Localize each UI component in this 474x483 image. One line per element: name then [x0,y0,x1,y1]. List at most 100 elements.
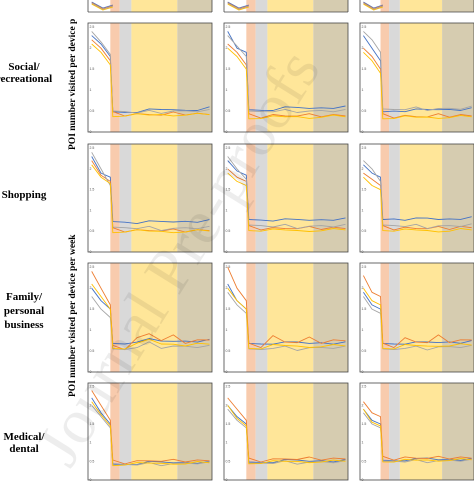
phase-band [267,23,314,132]
panel-frame [359,143,474,253]
phase-band [380,383,390,480]
chart-panel: 2.521.510.50 [223,262,349,374]
y-tick-label: 0.5 [90,109,95,113]
y-axis-label-bottom: POI number visited per device per week [68,234,78,397]
series-line-fragment [227,2,249,10]
series-line [91,390,210,465]
panel-frame [223,382,349,481]
phase-band [255,0,268,12]
y-axis-label-top: POI number visited per device p [68,19,78,150]
phase-band [313,144,348,252]
panel-frame [359,262,474,373]
series-line [227,292,346,351]
y-tick-label: 1.5 [226,307,231,311]
y-tick-label: 1 [362,328,364,332]
phase-band [131,383,178,480]
phase-band [399,263,443,372]
phase-band [380,0,390,12]
y-tick-label: 0.5 [362,109,367,113]
y-tick-label: 1 [226,208,228,212]
phase-band [119,0,132,12]
row-labels: Social/recreational Shopping Family/person… [0,61,52,455]
phase-band [380,263,390,372]
y-tick-label: 1.5 [362,422,367,426]
series-line [91,43,210,118]
phase-band [246,144,256,252]
phase-band [442,263,474,372]
phase-band [246,263,256,372]
panel-frame [87,143,213,253]
series-line [91,401,210,467]
panel-frame [359,22,474,133]
y-tick-label: 0.5 [226,459,231,463]
series-line [363,47,472,119]
row-label-line: personal [4,305,44,317]
phase-band [177,0,212,12]
phase-band [110,263,120,372]
y-tick-label: 1 [90,328,92,332]
series-line-fragment [363,3,383,10]
phase-band [399,0,443,12]
y-tick-label: 1 [362,441,364,445]
chart-panel: 2.521.510.50 [223,143,349,254]
series-line [227,47,346,120]
y-tick-label: 1 [90,441,92,445]
y-tick-label: 1.5 [362,67,367,71]
y-tick-label: 0.5 [226,109,231,113]
cropped-panel-top [223,0,349,13]
phase-band [399,144,443,252]
series-line [227,267,346,349]
phase-band [399,383,443,480]
series-line [227,168,346,231]
y-tick-label: 1.5 [90,422,95,426]
series-line [227,156,346,230]
chart-panel: 2.521.510.50 [223,22,349,134]
panel-frame [87,22,213,133]
series-line [91,164,210,234]
phase-band [399,23,443,132]
series-line [91,35,210,113]
chart-panel: 2.521.510.50 [87,382,213,482]
series-line [363,287,472,350]
y-tick-label: 2.5 [226,146,231,150]
phase-band [267,0,314,12]
series-line [363,51,472,120]
y-tick-label: 2 [90,167,92,171]
y-tick-label: 2 [90,403,92,407]
y-tick-label: 2.5 [362,146,367,150]
series-line-fragment [91,2,113,10]
panel-grid: 2.521.510.502.521.510.502.521.510.502.52… [87,0,474,482]
phase-band [389,144,400,252]
phase-band [389,0,400,12]
series-line [227,287,346,350]
chart-panel: 2.521.510.50 [87,262,213,374]
row-label-line: Family/ [6,291,43,303]
panel-frame [223,22,349,133]
phase-band [110,383,120,480]
y-tick-label: 1.5 [362,307,367,311]
y-tick-label: 1.5 [362,188,367,192]
cropped-panel-top [359,0,474,13]
y-tick-label: 1.5 [226,67,231,71]
y-tick-label: 1 [226,441,228,445]
phase-band [119,383,132,480]
y-tick-label: 2.5 [90,25,95,29]
series-line [363,160,472,230]
y-tick-label: 1 [226,328,228,332]
y-tick-label: 2 [226,286,228,290]
y-tick-label: 0.5 [362,459,367,463]
y-tick-label: 1.5 [226,422,231,426]
series-line-fragment [363,2,383,10]
y-tick-label: 0.5 [226,349,231,353]
phase-band [442,0,474,12]
phase-band [177,144,212,252]
chart-panel: 2.521.510.50 [223,382,349,482]
y-tick-label: 2 [362,167,364,171]
phase-band [131,263,178,372]
series-line-fragment [91,3,113,10]
series-line [363,35,472,113]
series-line [91,283,210,350]
panel-frame [87,262,213,373]
phase-band [255,144,268,252]
